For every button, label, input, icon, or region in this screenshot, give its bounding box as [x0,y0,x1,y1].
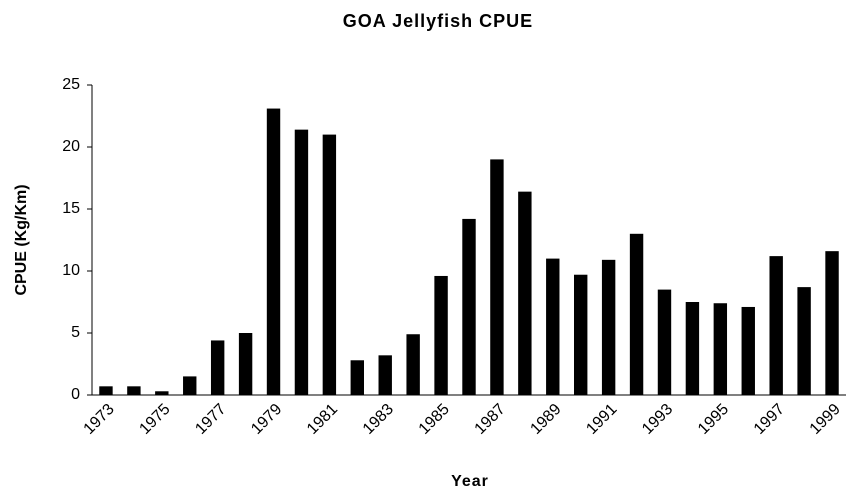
bar [601,259,616,395]
bar [266,108,281,395]
x-tick-label: 1977 [192,401,229,438]
bar [406,334,420,395]
x-tick-label: 1975 [136,401,173,438]
bar [797,287,811,395]
x-tick-label: 1979 [248,401,285,438]
bar [713,303,728,395]
x-tick-label: 1995 [695,401,732,438]
bar [769,256,783,395]
bar [490,159,504,395]
x-tick-label: 1993 [639,401,676,438]
bar [546,258,560,395]
bar [685,302,700,395]
bar [210,340,225,395]
bar [574,274,588,395]
chart-title: GOA Jellyfish CPUE [343,11,533,31]
bar [294,129,309,395]
bar [127,386,141,395]
bar [825,251,839,395]
bar [99,386,113,395]
x-tick-label: 1991 [583,401,620,438]
y-tick-label: 10 [62,262,80,279]
y-tick-label: 5 [71,324,80,341]
x-axis-label: Year [451,473,489,490]
bar [378,355,392,395]
x-tick-label: 1989 [527,401,564,438]
y-tick-label: 15 [62,200,80,217]
bar [238,333,253,395]
bar [741,306,755,395]
bar [183,376,197,395]
bar [155,391,169,395]
bar [518,191,532,395]
x-tick-label: 1981 [304,401,341,438]
bar [434,275,448,395]
bar [462,218,476,395]
x-tick-label: 1999 [807,401,844,438]
y-axis-label: CPUE (Kg/Km) [13,184,30,295]
x-tick-label: 1985 [416,401,453,438]
bar [657,289,672,395]
x-tick-label: 1997 [751,401,788,438]
y-tick-label: 0 [71,386,80,403]
x-tick-label: 1973 [81,401,118,438]
bar [322,134,337,395]
bar [629,233,644,395]
x-tick-label: 1983 [360,401,397,438]
bar [350,360,364,395]
y-tick-label: 20 [62,138,80,155]
x-tick-label: 1987 [472,401,509,438]
y-tick-label: 25 [62,76,80,93]
